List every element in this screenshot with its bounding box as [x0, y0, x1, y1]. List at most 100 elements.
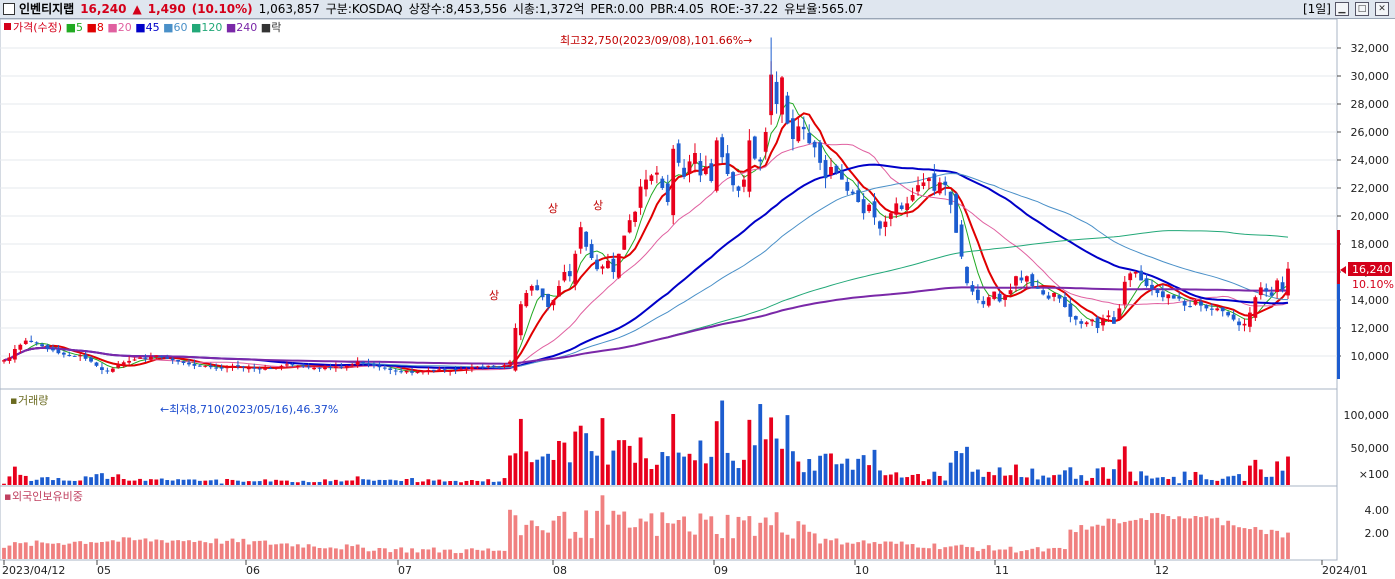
stock-chart[interactable]: 32,000 30,000 28,000 26,000 24,000 22,000 20,0… [0, 19, 1395, 579]
candle-body [290, 364, 295, 366]
volume-bar [959, 453, 964, 485]
candle-body [1014, 276, 1018, 286]
volume-bar [377, 479, 382, 485]
candle-body [731, 172, 735, 186]
minimize-icon[interactable]: ▁ [1335, 2, 1349, 16]
foreign-bar [921, 547, 926, 559]
volume-bar [905, 477, 910, 485]
y-tick-label: 28,000 [1351, 98, 1390, 111]
foreign-bar [34, 540, 39, 559]
foreign-bar [301, 547, 306, 559]
maximize-icon[interactable]: □ [1355, 2, 1369, 16]
foreign-bar [736, 516, 741, 559]
roe-value: ROE:-37.22 [710, 2, 779, 16]
volume-bar [1068, 467, 1073, 485]
foreign-bar [780, 532, 784, 559]
candle-body [823, 160, 828, 179]
candle-body [61, 352, 66, 355]
foreign-bar [937, 549, 942, 559]
volume-bar [317, 481, 322, 485]
candle-body [883, 221, 888, 228]
volume-bar [148, 479, 153, 485]
pbr-value: PBR:4.05 [649, 2, 705, 16]
volume-bar [1111, 469, 1116, 485]
candle-body [1280, 282, 1285, 290]
volume-bar [246, 481, 251, 485]
stock-name: 인벤티지랩 [19, 2, 75, 16]
period-selector[interactable]: [1일] [1302, 2, 1331, 16]
foreign-bar [513, 515, 518, 559]
candle-body [1248, 312, 1252, 327]
foreign-bar [268, 544, 273, 559]
candle-body [355, 361, 360, 366]
candle-body [959, 224, 964, 257]
volume-bar [1248, 465, 1252, 485]
foreign-bar [214, 538, 219, 559]
volume-bar [932, 471, 937, 485]
foreign-bar [497, 550, 502, 559]
candle-body [627, 220, 632, 233]
candle-body [1035, 286, 1040, 289]
candle-body [839, 170, 844, 180]
foreign-bar [687, 531, 692, 559]
volume-bar [665, 456, 670, 485]
foreign-bar [252, 541, 257, 559]
foreign-bar [23, 542, 28, 559]
y-tick-label: 26,000 [1351, 126, 1390, 139]
foreign-bar [165, 542, 170, 559]
foreign-bar [1166, 516, 1171, 559]
candle-body [1193, 300, 1198, 305]
candle-body [502, 365, 507, 367]
x-tick-label: 06 [246, 564, 260, 577]
foreign-bar [1014, 552, 1018, 559]
moving-average-lines [3, 101, 1289, 373]
foreign-bar [442, 549, 447, 559]
foreign-bar [633, 527, 638, 559]
volume-bar [219, 483, 224, 485]
candle-body [1150, 284, 1154, 289]
candle-body [774, 81, 779, 104]
foreign-bar [981, 548, 986, 559]
candle-body [208, 365, 213, 368]
foreign-bar [1041, 551, 1046, 559]
volume-bar [845, 458, 850, 485]
volume-bar [790, 451, 795, 485]
checkbox-icon[interactable] [3, 3, 15, 15]
foreign-bar [1003, 549, 1007, 559]
foreign-bar [464, 549, 469, 559]
close-icon[interactable]: ✕ [1375, 2, 1389, 16]
candle-body [328, 367, 333, 369]
foreign-bar [910, 544, 915, 559]
foreign-bar [83, 543, 88, 559]
volume-bar [1188, 480, 1192, 485]
volume-bar [703, 463, 708, 485]
volume-bar [584, 433, 589, 485]
foreign-bar [562, 511, 567, 559]
volume-bar [1139, 471, 1144, 485]
candle-body [23, 340, 28, 345]
volume-bar [693, 460, 697, 485]
volume-bar [203, 480, 208, 485]
volume-bar [192, 479, 197, 485]
market-type: 구분:KOSDAQ [325, 2, 403, 16]
foreign-bar [845, 542, 850, 559]
foreign-bar [219, 543, 224, 559]
foreign-bar [197, 540, 202, 559]
foreign-bar [731, 538, 735, 559]
volume-bar [785, 415, 790, 485]
foreign-bar [1024, 550, 1029, 559]
change-percent: (10.10%) [191, 2, 253, 16]
foreign-bar [1286, 532, 1290, 559]
candle-body [747, 140, 752, 192]
foreign-bar [867, 543, 871, 559]
candle-body [622, 235, 627, 250]
volume-bar [197, 480, 202, 485]
candle-body [1275, 280, 1280, 293]
volume-bar [796, 461, 801, 485]
volume-bar [388, 479, 393, 485]
y-tick-label: 30,000 [1351, 70, 1390, 83]
foreign-bar [170, 540, 175, 559]
candle-body [12, 349, 17, 360]
volume-bar [997, 467, 1002, 485]
foreign-bar [1052, 547, 1056, 559]
